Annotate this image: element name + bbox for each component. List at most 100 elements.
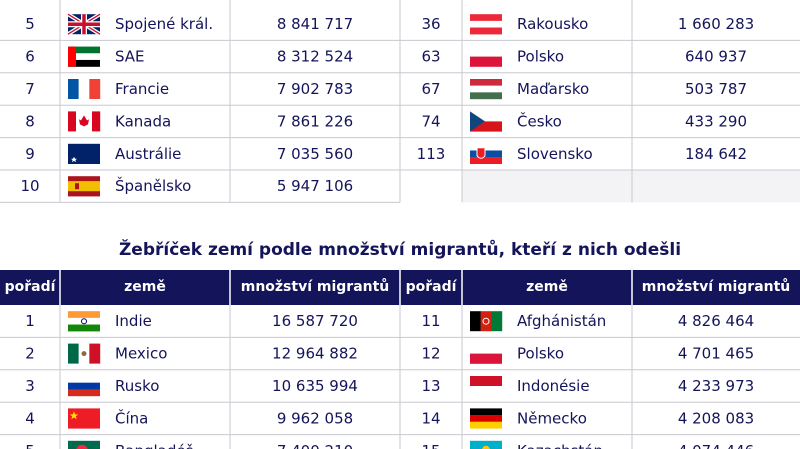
country: Čína: [115, 408, 148, 427]
flag-stripe: [470, 376, 502, 387]
flag-stripe: [68, 317, 100, 325]
flag-stripe: [470, 415, 502, 422]
flag-triangle: [470, 111, 485, 132]
count: 7 035 560: [277, 145, 353, 163]
rank: 8: [25, 112, 35, 130]
flag-cross: [68, 14, 100, 35]
flag: [470, 311, 503, 332]
flag: [68, 311, 100, 332]
count: 4 701 465: [678, 345, 754, 363]
flag: [470, 143, 502, 164]
flag-stripe: [68, 389, 100, 397]
flag-stripe: [68, 324, 100, 332]
flag-stripe: [92, 111, 101, 132]
count: 7 861 226: [277, 112, 353, 130]
count: 433 290: [685, 112, 747, 130]
flag-stripe: [470, 150, 502, 158]
flag-stripe: [78, 79, 90, 99]
flag-star: [69, 411, 79, 420]
country: Slovensko: [517, 145, 593, 163]
count: 4 208 083: [678, 409, 754, 427]
count: 4 233 973: [678, 377, 754, 395]
flag-stripe: [68, 59, 100, 67]
flag: [470, 408, 502, 429]
flag-stripe: [68, 53, 100, 61]
header: pořadí: [406, 279, 458, 295]
flag: [470, 376, 502, 397]
flag-stripe: [470, 56, 502, 67]
rank: 2: [25, 345, 35, 363]
rank: 10: [20, 177, 39, 195]
rank: 3: [25, 377, 35, 395]
country: Německo: [517, 409, 587, 427]
flag-stripe: [68, 191, 100, 197]
rank: 5: [25, 442, 35, 449]
rank: 36: [421, 15, 440, 33]
flag-stripe: [480, 311, 492, 332]
flag-stripe: [68, 181, 100, 187]
flag-stripe: [68, 176, 100, 182]
flag-stripe: [68, 79, 79, 99]
flag: [68, 46, 100, 67]
flag-leaf: [79, 115, 89, 127]
count: 1 660 283: [678, 15, 754, 33]
flag-stripe: [491, 311, 503, 332]
flag-stripe: [68, 408, 100, 429]
flag: [68, 79, 101, 99]
flag-stripe: [470, 143, 502, 151]
flag-stripe: [68, 376, 100, 383]
flag-stripe: [68, 440, 100, 449]
flag-emblem: [482, 317, 490, 325]
count: 12 964 882: [272, 345, 358, 363]
country: SAE: [115, 48, 145, 66]
rank: 14: [421, 409, 440, 427]
rank: 5: [25, 15, 35, 33]
flag-stripe: [470, 440, 502, 449]
flag-stripe: [470, 343, 502, 354]
flag-stripe: [470, 79, 502, 86]
country: Spojené král.: [115, 15, 213, 33]
flag: [68, 376, 100, 397]
rank: 4: [25, 409, 35, 427]
rank: 7: [25, 80, 35, 98]
country: Indonésie: [517, 377, 590, 395]
country: Afghánistán: [517, 312, 606, 330]
country: Španělsko: [115, 176, 191, 195]
rank: 11: [421, 312, 440, 330]
flag: [470, 343, 502, 364]
flag-stripe: [68, 382, 100, 390]
flag-emblem: [476, 147, 486, 159]
count: 5 947 106: [277, 177, 353, 195]
country: Francie: [115, 80, 169, 98]
count: 9 962 058: [277, 409, 353, 427]
country: Mexico: [115, 345, 167, 363]
flag: [68, 408, 100, 429]
flag-stripe: [470, 311, 481, 332]
flag-disc: [76, 444, 88, 449]
count: 503 787: [685, 80, 747, 98]
rank: 15: [421, 442, 440, 449]
flag-stripe: [68, 343, 79, 364]
rank: 13: [421, 377, 440, 395]
flag-wheel: [81, 318, 87, 325]
rank: 6: [25, 48, 35, 66]
country: Polsko: [517, 345, 564, 363]
flag: [68, 176, 100, 197]
flag: [68, 111, 101, 132]
country: Rusko: [115, 377, 159, 395]
flag-stripe: [470, 421, 502, 429]
flag: [470, 46, 502, 67]
rank: 74: [421, 112, 440, 130]
flag-stripe: [470, 14, 502, 22]
empty-cell: [462, 170, 800, 203]
flag-stripe: [470, 85, 502, 93]
flag-stripe: [68, 186, 100, 192]
rank: 12: [421, 345, 440, 363]
header: pořadí: [5, 279, 57, 295]
flag-stripe: [470, 20, 502, 28]
header: množství migrantů: [241, 278, 390, 295]
flag: [470, 111, 502, 132]
count: 10 635 994: [272, 377, 358, 395]
rank: 1: [25, 312, 35, 330]
